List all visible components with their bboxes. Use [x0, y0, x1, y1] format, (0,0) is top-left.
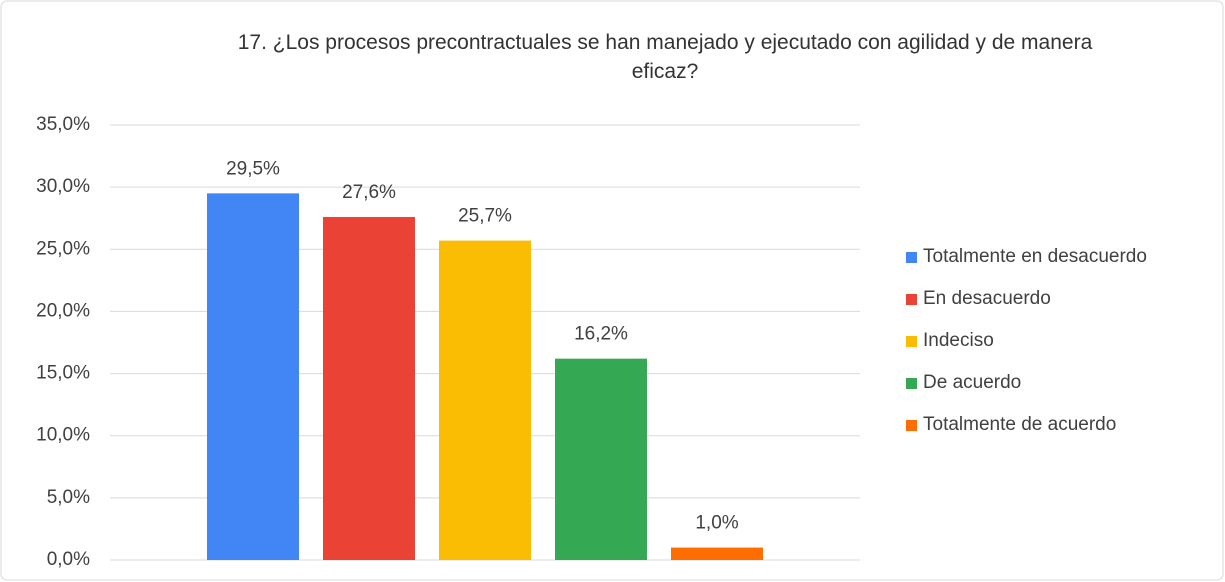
y-tick-label: 10,0% — [36, 425, 90, 446]
legend-swatch — [906, 378, 917, 389]
y-tick-label: 20,0% — [36, 300, 90, 321]
legend-label: Indeciso — [923, 330, 994, 351]
bar — [207, 193, 299, 560]
value-label: 1,0% — [695, 513, 738, 534]
bar — [671, 547, 763, 560]
legend-swatch — [906, 294, 917, 305]
value-label: 16,2% — [574, 324, 628, 345]
legend-label: De acuerdo — [923, 372, 1021, 393]
y-tick-label: 0,0% — [47, 549, 90, 570]
bar — [555, 358, 647, 560]
legend-label: En desacuerdo — [923, 288, 1051, 309]
value-label: 25,7% — [458, 206, 512, 227]
legend-swatch — [906, 420, 917, 431]
y-tick-label: 35,0% — [36, 114, 90, 135]
value-label: 29,5% — [226, 158, 280, 179]
y-tick-label: 5,0% — [47, 487, 90, 508]
y-tick-label: 15,0% — [36, 363, 90, 384]
legend-swatch — [906, 336, 917, 347]
y-tick-label: 30,0% — [36, 176, 90, 197]
bar — [439, 240, 531, 561]
value-label: 27,6% — [342, 182, 396, 203]
legend-swatch — [906, 252, 917, 263]
chart-title: 17. ¿Los procesos precontractuales se ha… — [237, 31, 1093, 83]
bar — [323, 216, 415, 560]
legend-label: Totalmente en desacuerdo — [923, 246, 1147, 267]
legend-label: Totalmente de acuerdo — [923, 414, 1116, 435]
y-tick-label: 25,0% — [36, 238, 90, 259]
